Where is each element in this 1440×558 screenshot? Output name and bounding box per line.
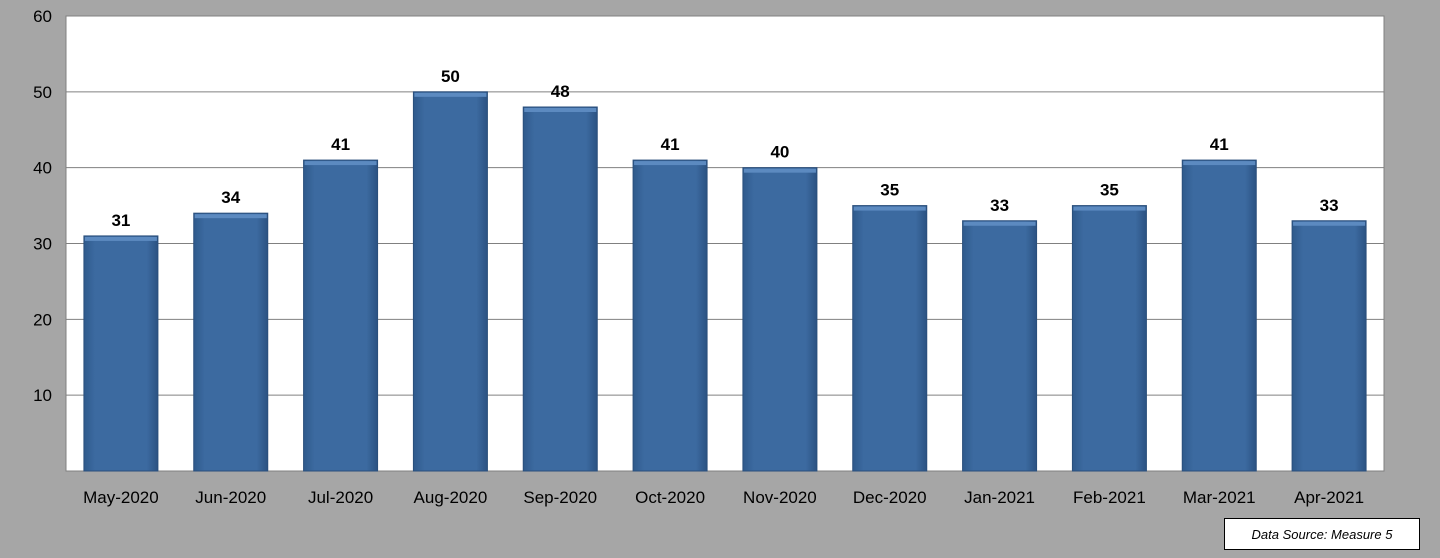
bar-value-label: 33 (990, 196, 1009, 215)
bars: 31 34 41 50 48 41 40 35 33 35 41 33 (83, 67, 1367, 472)
bar (412, 91, 488, 472)
bar-top-bevel (194, 214, 267, 219)
bar-top-bevel (634, 161, 707, 166)
bar (852, 205, 928, 472)
bar-top-bevel (1293, 221, 1366, 226)
y-tick-label: 20 (33, 310, 52, 329)
bar (83, 235, 159, 472)
bar (632, 159, 708, 472)
bar-value-label: 35 (880, 181, 899, 200)
bar (742, 167, 818, 472)
bar-top-bevel (414, 92, 487, 97)
bar-value-label: 35 (1100, 181, 1119, 200)
gridlines (66, 91, 1384, 396)
bar-value-label: 31 (111, 211, 130, 230)
bar-value-label: 48 (551, 82, 570, 101)
x-tick-label: Mar-2021 (1183, 488, 1256, 507)
bar-value-label: 34 (221, 188, 240, 207)
y-tick-label: 30 (33, 235, 52, 254)
x-tick-label: Jul-2020 (308, 488, 373, 507)
bar-top-bevel (84, 236, 157, 241)
bar-top-bevel (524, 108, 597, 112)
x-tick-label: May-2020 (83, 488, 159, 507)
bar-top-bevel (304, 161, 377, 166)
bar (193, 212, 269, 472)
data-source-note: Data Source: Measure 5 (1224, 518, 1420, 550)
bar-value-label: 40 (770, 143, 789, 162)
y-tick-label: 50 (33, 83, 52, 102)
bar-value-label: 41 (331, 135, 350, 154)
bar-value-label: 41 (661, 135, 680, 154)
bar (962, 220, 1038, 472)
bar (1181, 159, 1257, 472)
bar-value-label: 41 (1210, 135, 1229, 154)
bar-value-label: 33 (1320, 196, 1339, 215)
bar (303, 159, 379, 472)
x-tick-label: Nov-2020 (743, 488, 817, 507)
x-tick-label: Dec-2020 (853, 488, 927, 507)
x-tick-label: Feb-2021 (1073, 488, 1146, 507)
x-axis-labels: May-2020 Jun-2020 Jul-2020 Aug-2020 Sep-2020… (83, 488, 1364, 507)
y-tick-label: 10 (33, 386, 52, 405)
bar-top-bevel (963, 221, 1036, 226)
y-axis-ticks: 60 50 40 30 20 10 (33, 7, 52, 405)
x-tick-label: Oct-2020 (635, 488, 705, 507)
x-tick-label: Jan-2021 (964, 488, 1035, 507)
x-tick-label: Jun-2020 (195, 488, 266, 507)
bar (522, 106, 598, 472)
y-tick-label: 60 (33, 7, 52, 26)
bar-top-bevel (1073, 206, 1146, 211)
bar-top-bevel (853, 206, 926, 211)
bar-top-bevel (1183, 161, 1256, 166)
x-tick-label: Sep-2020 (523, 488, 597, 507)
x-tick-label: Apr-2021 (1294, 488, 1364, 507)
y-tick-label: 40 (33, 159, 52, 178)
bar (1071, 205, 1147, 472)
bar (1291, 220, 1367, 472)
x-tick-label: Aug-2020 (414, 488, 488, 507)
bar-top-bevel (743, 168, 816, 173)
bar-value-label: 50 (441, 67, 460, 86)
